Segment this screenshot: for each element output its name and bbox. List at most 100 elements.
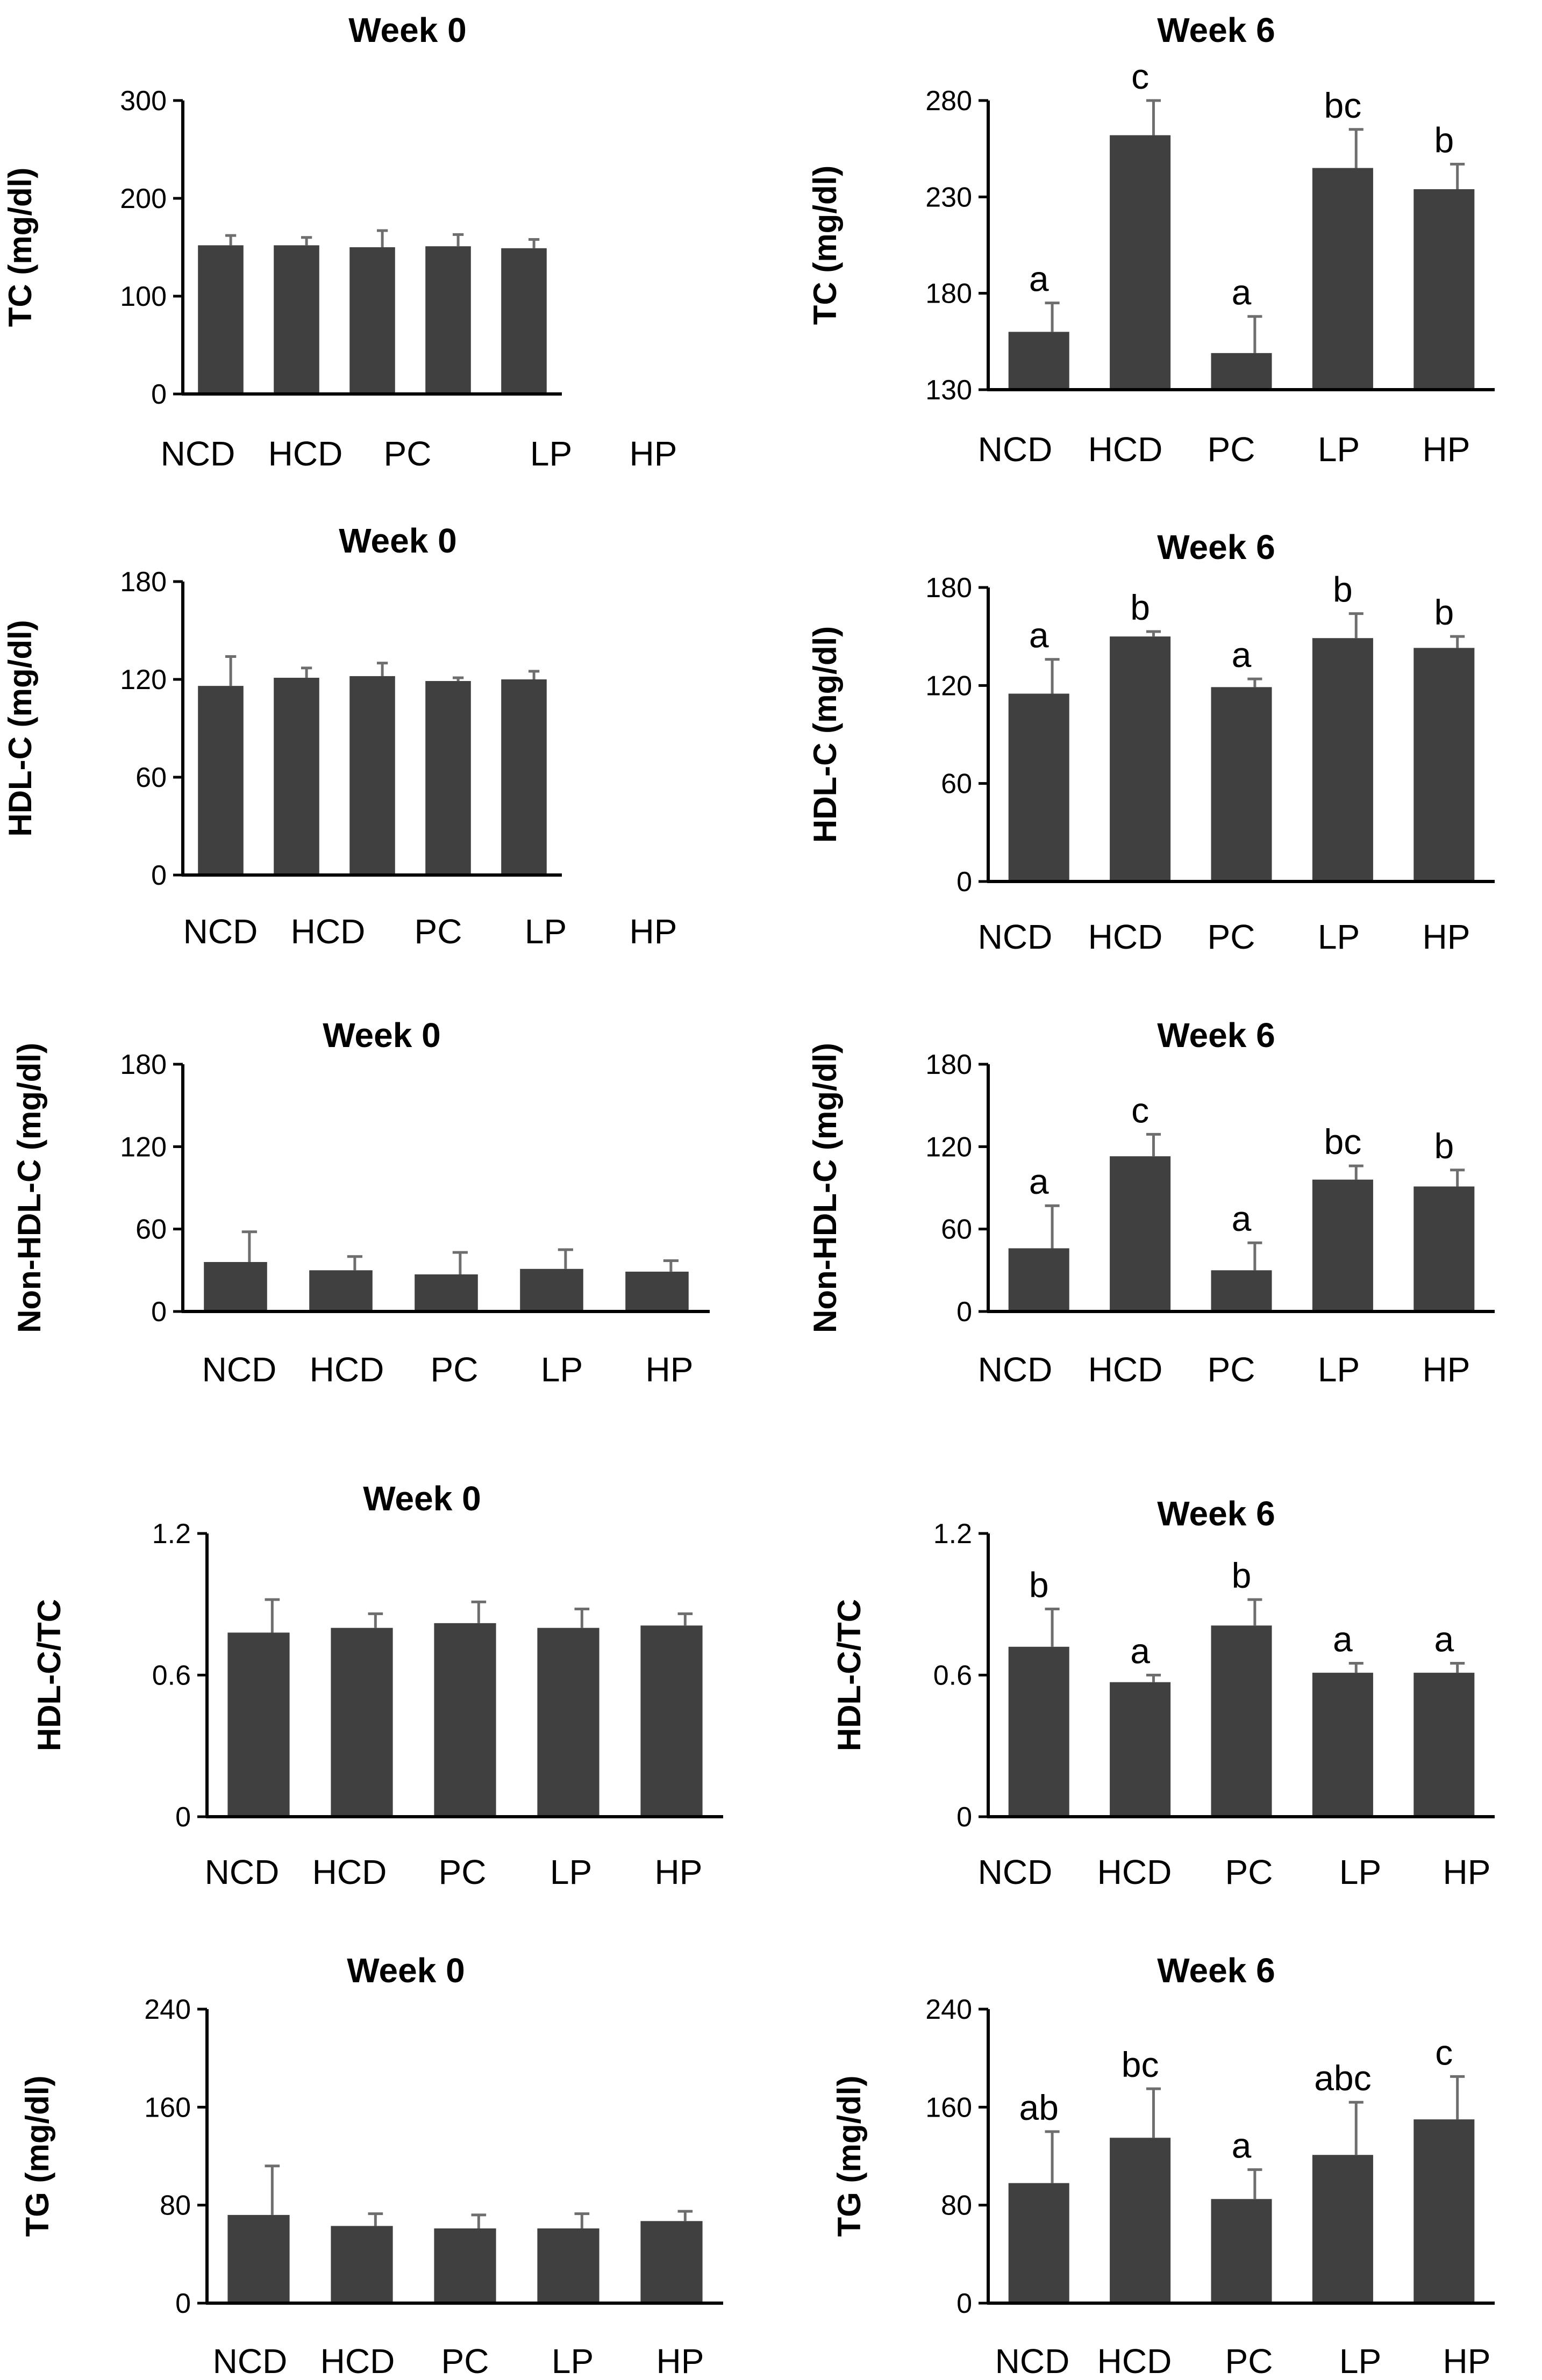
category-label: HCD	[1097, 2342, 1172, 2380]
bar	[331, 2226, 393, 2303]
category-label: HCD	[268, 434, 343, 473]
chart-panel-5: Week 0 Non-HDL-C (mg/dl) 0 60 120 180 NCD HCD PC…	[11, 1016, 710, 1389]
bar	[434, 2228, 496, 2303]
y-tick-label: 180	[120, 567, 167, 598]
bar	[1414, 2119, 1475, 2303]
y-axis-label: TG (mg/dl)	[19, 2076, 55, 2237]
bar	[415, 1274, 478, 1311]
bar	[1414, 1673, 1475, 1817]
y-tick-label: 160	[925, 2092, 972, 2123]
category-label: NCD	[995, 2342, 1070, 2380]
y-tick-label: 0	[175, 1802, 191, 1833]
category-label: NCD	[183, 912, 258, 951]
y-tick-label: 60	[941, 769, 972, 800]
y-tick-label: 0	[956, 2288, 972, 2319]
y-tick-label: 60	[941, 1214, 972, 1245]
category-label: NCD	[161, 434, 235, 473]
chart-title: Week 6	[1157, 1016, 1275, 1055]
category-label: HP	[656, 2342, 704, 2380]
category-label: NCD	[978, 1853, 1053, 1891]
category-label: LP	[550, 1853, 592, 1891]
bar	[1414, 648, 1475, 881]
bar	[1211, 687, 1272, 881]
y-tick-label: 0	[956, 1296, 972, 1328]
y-tick-label: 1.2	[933, 1518, 972, 1550]
category-label: PC	[384, 434, 432, 473]
bar	[434, 1623, 496, 1817]
significance-label: a	[1029, 1162, 1049, 1201]
bar	[309, 1270, 373, 1311]
significance-label: a	[1333, 1619, 1353, 1659]
significance-label: a	[1232, 635, 1252, 675]
category-label: LP	[1318, 1350, 1360, 1389]
significance-label: b	[1434, 120, 1454, 160]
bar	[537, 2228, 599, 2303]
category-label: NCD	[205, 1853, 280, 1891]
y-tick-label: 0.6	[933, 1660, 972, 1691]
significance-label: a	[1232, 2126, 1252, 2166]
significance-label: c	[1131, 1090, 1149, 1130]
bar	[1312, 1179, 1373, 1311]
y-tick-label: 230	[925, 182, 972, 213]
significance-label: b	[1333, 570, 1353, 610]
category-label: HP	[630, 434, 677, 473]
chart-title: Week 6	[1157, 11, 1275, 49]
y-axis-label: HDL-C (mg/dl)	[2, 620, 38, 836]
bar	[198, 686, 244, 875]
category-label: LP	[525, 912, 567, 951]
significance-label: b	[1232, 1555, 1252, 1595]
y-tick-label: 180	[925, 572, 972, 604]
y-tick-label: 100	[120, 281, 167, 312]
category-label: LP	[541, 1350, 583, 1389]
significance-label: a	[1434, 1619, 1454, 1659]
y-tick-label: 1.2	[152, 1518, 191, 1550]
category-label: LP	[1339, 1853, 1381, 1891]
significance-label: bc	[1122, 2045, 1159, 2084]
chart-panel-6: Week 6 Non-HDL-C (mg/dl) 0 60 120 180 a NCD c HCD…	[807, 1016, 1495, 1389]
category-label: HP	[630, 912, 677, 951]
category-label: PC	[1208, 430, 1255, 469]
significance-label: a	[1232, 273, 1252, 312]
bar	[1008, 1248, 1069, 1311]
category-label: LP	[1318, 917, 1360, 956]
y-tick-label: 80	[941, 2190, 972, 2221]
y-axis-label: Non-HDL-C (mg/dl)	[11, 1043, 47, 1333]
bar	[640, 1625, 703, 1817]
bar	[227, 1632, 290, 1817]
significance-label: b	[1434, 592, 1454, 632]
bar	[501, 679, 547, 875]
y-axis-label: HDL-C/TC	[831, 1599, 867, 1751]
y-tick-label: 0	[151, 1296, 167, 1328]
bar	[274, 245, 319, 394]
bar	[1110, 135, 1171, 390]
y-tick-label: 0	[151, 379, 167, 410]
y-tick-label: 0	[175, 2288, 191, 2319]
y-axis-label: HDL-C (mg/dl)	[807, 626, 843, 843]
category-label: NCD	[202, 1350, 277, 1389]
bar	[1211, 2199, 1272, 2303]
chart-panel-8: Week 6 HDL-C/TC 0 0.6 1.2 b NCD a HCD b PC a LP a HP	[831, 1494, 1495, 1891]
y-tick-label: 120	[120, 1131, 167, 1163]
category-label: HP	[1423, 430, 1470, 469]
bar	[198, 245, 244, 394]
bar	[537, 1628, 599, 1817]
category-label: PC	[415, 912, 462, 951]
bar	[425, 246, 471, 394]
bar	[227, 2214, 290, 2303]
category-label: HCD	[1088, 917, 1163, 956]
bar	[1110, 2138, 1171, 2303]
category-label: HCD	[291, 912, 366, 951]
y-tick-label: 280	[925, 85, 972, 117]
category-label: PC	[1225, 1853, 1273, 1891]
significance-label: b	[1029, 1565, 1049, 1605]
y-tick-label: 0.6	[152, 1660, 191, 1691]
category-label: HP	[1423, 917, 1470, 956]
y-tick-label: 0	[956, 866, 972, 898]
bar	[1414, 1186, 1475, 1311]
chart-panel-7: Week 0 HDL-C/TC 0 0.6 1.2 NCD HCD PC LP HP	[31, 1479, 723, 1891]
chart-panel-4: Week 6 HDL-C (mg/dl) 0 60 120 180 a NCD b HCD a PC b…	[807, 528, 1495, 956]
significance-label: bc	[1324, 1122, 1362, 1162]
category-label: HCD	[1088, 430, 1163, 469]
chart-title: Week 0	[363, 1479, 481, 1518]
